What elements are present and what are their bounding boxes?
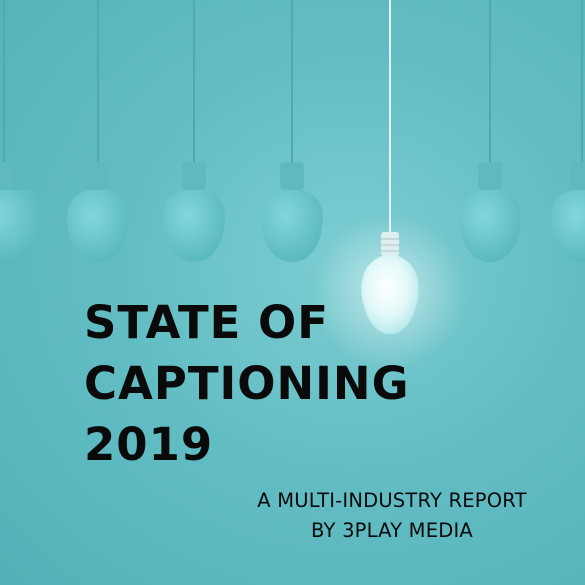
hanging-lightbulb-icon [551,0,585,262]
hanging-lightbulb-icon [261,0,323,262]
title-line-3: 2019 [84,418,214,471]
hanging-lightbulb-icon [163,0,225,262]
hanging-lightbulb-icon [459,0,521,262]
hanging-lightbulb-icon [67,0,129,262]
subtitle-line-1: A MULTI-INDUSTRY REPORT [257,489,527,512]
hanging-lightbulb-icon [0,0,40,262]
report-subtitle: A MULTI-INDUSTRY REPORT BY 3PLAY MEDIA [222,486,562,546]
title-line-1: STATE OF [84,296,330,349]
title-line-2: CAPTIONING [84,357,410,410]
subtitle-line-2: BY 3PLAY MEDIA [311,519,473,542]
report-title: STATE OF CAPTIONING 2019 [84,292,410,475]
lit-lightbulb-icon [312,0,468,370]
